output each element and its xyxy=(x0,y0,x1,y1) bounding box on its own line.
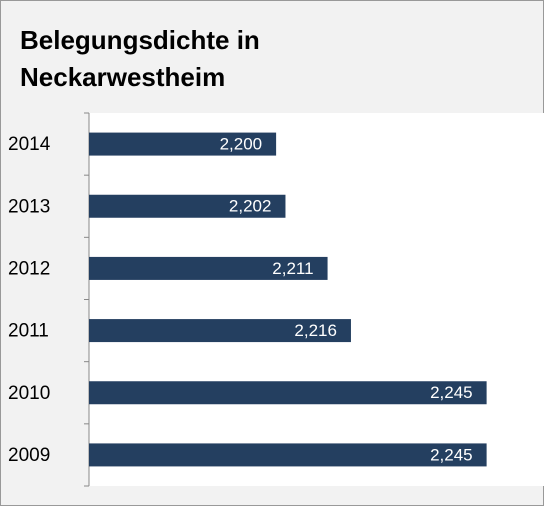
y-tick-label: 2012 xyxy=(8,258,50,279)
plot-area xyxy=(89,113,544,486)
y-tick-label: 2011 xyxy=(8,321,49,342)
y-tick-label: 2010 xyxy=(8,383,50,404)
value-label: 2,211 xyxy=(272,259,313,278)
y-tick-label: 2013 xyxy=(8,196,50,217)
bar xyxy=(89,256,328,280)
value-label: 2,202 xyxy=(229,197,272,216)
y-tick-label: 2014 xyxy=(8,134,51,155)
bar xyxy=(89,132,277,156)
value-label: 2,200 xyxy=(220,135,263,154)
value-label: 2,245 xyxy=(430,383,473,402)
value-label: 2,216 xyxy=(294,321,337,340)
bar xyxy=(89,194,286,218)
value-label: 2,245 xyxy=(430,445,473,464)
bar xyxy=(89,381,487,405)
chart-title: Belegungsdichte in Neckarwestheim xyxy=(20,25,260,92)
y-tick-label: 2009 xyxy=(8,445,50,466)
bar xyxy=(89,443,487,467)
bar xyxy=(89,319,351,343)
